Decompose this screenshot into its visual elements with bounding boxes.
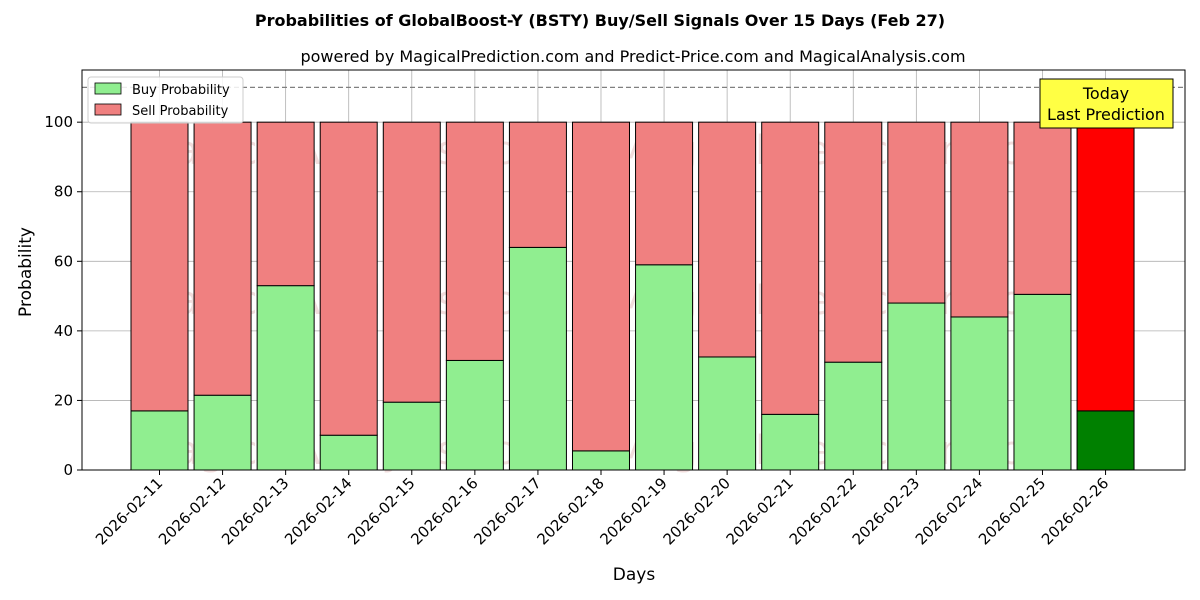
x-tick-label-14: 2026-02-25 (975, 474, 1049, 548)
x-axis-ticks: 2026-02-112026-02-122026-02-132026-02-14… (92, 470, 1112, 548)
sell-bar-9 (698, 121, 757, 358)
sell-bar-13 (950, 121, 1009, 318)
y-tick-label-2: 40 (54, 322, 73, 340)
buy-bar-8 (635, 264, 694, 471)
x-tick-label-5: 2026-02-16 (407, 474, 481, 548)
today-annotation: Today Last Prediction (1039, 78, 1174, 129)
y-tick-label-1: 20 (54, 391, 73, 409)
annotation-box (1039, 78, 1174, 129)
sell-bar-6 (508, 121, 567, 248)
sell-bar-14 (1013, 121, 1072, 295)
x-axis-label: Days (613, 565, 656, 585)
sell-bar-12 (887, 121, 946, 304)
x-tick-label-4: 2026-02-15 (344, 474, 418, 548)
buy-bar-13 (950, 316, 1009, 471)
sell-bar-10 (761, 121, 820, 415)
sell-bar-7 (571, 121, 630, 452)
y-tick-label-4: 80 (54, 183, 73, 201)
legend: Buy Probability Sell Probability (87, 76, 244, 124)
buy-bar-6 (508, 246, 567, 471)
bars (130, 121, 1135, 471)
y-axis-ticks: 0 20 40 60 80 100 (44, 113, 82, 479)
x-tick-label-15: 2026-02-26 (1038, 474, 1112, 548)
buy-bar-10 (761, 413, 820, 471)
x-tick-label-7: 2026-02-18 (533, 474, 607, 548)
x-tick-label-13: 2026-02-24 (912, 474, 986, 548)
buy-bar-15 (1076, 410, 1135, 471)
x-tick-label-11: 2026-02-22 (786, 474, 860, 548)
x-tick-label-6: 2026-02-17 (470, 474, 544, 548)
buy-bar-3 (319, 434, 378, 471)
x-tick-label-2: 2026-02-13 (218, 474, 292, 548)
annotation-line-2: Last Prediction (1047, 105, 1165, 124)
sell-bar-3 (319, 121, 378, 436)
buy-bar-0 (130, 410, 189, 471)
buy-bar-5 (445, 359, 504, 471)
x-tick-label-8: 2026-02-19 (597, 474, 671, 548)
sell-bar-15 (1076, 121, 1135, 412)
chart-title: Probabilities of GlobalBoost-Y (BSTY) Bu… (255, 11, 945, 30)
x-tick-label-12: 2026-02-23 (849, 474, 923, 548)
buy-bar-11 (824, 361, 883, 471)
plot-frame (81, 69, 1186, 471)
y-tick-label-5: 100 (44, 113, 73, 131)
x-tick-label-9: 2026-02-20 (660, 474, 734, 548)
legend-sell-label: Sell Probability (132, 104, 229, 119)
chart-subtitle: powered by MagicalPrediction.com and Pre… (300, 47, 965, 66)
sell-bar-4 (382, 121, 441, 403)
sell-bar-0 (130, 121, 189, 412)
y-tick-label-3: 60 (54, 252, 73, 270)
buy-bar-12 (887, 302, 946, 471)
sell-bar-5 (445, 121, 504, 361)
buy-bar-14 (1013, 293, 1072, 471)
x-tick-label-1: 2026-02-12 (155, 474, 229, 548)
sell-bar-1 (193, 121, 252, 396)
annotation-line-1: Today (1082, 84, 1129, 103)
y-tick-label-0: 0 (63, 461, 73, 479)
x-tick-label-3: 2026-02-14 (281, 474, 355, 548)
buy-bar-9 (698, 356, 757, 471)
buy-bar-7 (571, 450, 630, 471)
legend-buy-swatch (94, 82, 122, 95)
x-tick-label-0: 2026-02-11 (92, 474, 166, 548)
buy-bar-2 (256, 285, 315, 471)
legend-buy-label: Buy Probability (132, 83, 230, 98)
sell-bar-8 (635, 121, 694, 266)
sell-bar-2 (256, 121, 315, 287)
buy-bar-1 (193, 394, 252, 471)
x-tick-label-10: 2026-02-21 (723, 474, 797, 548)
sell-bar-11 (824, 121, 883, 363)
buy-bar-4 (382, 401, 441, 471)
y-axis-label: Probability (16, 227, 36, 317)
legend-box (87, 76, 244, 124)
legend-sell-swatch (94, 103, 122, 116)
